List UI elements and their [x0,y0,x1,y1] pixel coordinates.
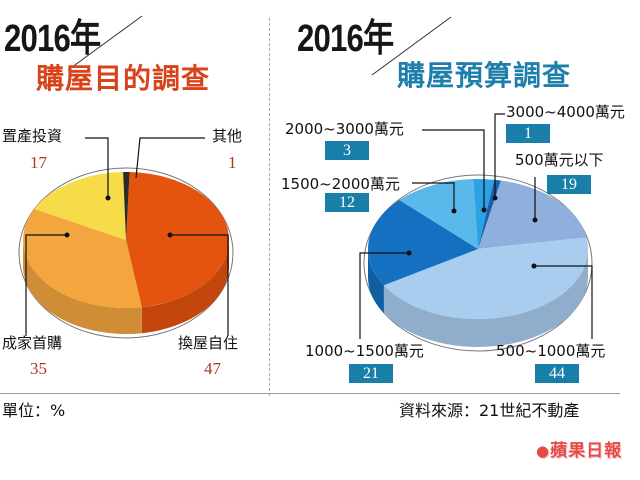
value-other: 1 [228,153,237,172]
leader-other [135,137,205,179]
dot-invest [105,195,111,201]
budget-pie-slice-0 [478,180,587,249]
leader-2000-3000 [422,129,485,210]
publisher-logo: ●蘋果日報 [536,436,622,461]
label-500-1000: 500~1000萬元 [496,342,606,360]
dot-1500-2000 [451,208,457,214]
leader-1500-2000 [412,182,455,211]
budget-pie-slice-4 [473,179,495,249]
value-first-home: 35 [30,359,47,378]
label-under-500: 500萬元以下 [515,151,604,169]
label-other: 其他 [212,127,243,145]
dot-upgrade [167,232,173,238]
leader-3000-4000 [494,113,505,198]
dot-under-500 [532,217,538,223]
value-invest: 17 [30,153,47,172]
value-2000-3000: 3 [325,141,369,160]
purpose-pie-side-1 [23,240,142,334]
leader-500-1000 [534,265,593,339]
label-invest: 置產投資 [2,127,63,145]
value-1500-2000: 12 [325,193,369,212]
budget-pie-side-2 [367,249,384,314]
dot-3000-4000 [492,195,498,201]
label-1500-2000: 1500~2000萬元 [281,175,400,193]
purpose-pie-side-0 [141,240,229,334]
label-first-home: 成家首購 [2,334,63,352]
center-divider [269,18,270,396]
left-year: 2016年 [4,18,101,60]
dot-500-1000 [531,263,537,269]
purpose-pie-slice-3 [123,172,130,240]
budget-pie-side-1 [383,249,588,347]
budget-pie-slice-1 [383,237,588,319]
purpose-pie-slice-2 [34,172,126,240]
label-3000-4000: 3000~4000萬元 [506,103,625,121]
leader-first-home [25,234,67,336]
publisher-logo-text: 蘋果日報 [550,441,623,461]
budget-pie-slice-2 [368,200,478,286]
leader-1000-1500 [359,252,409,339]
left-title-slash [67,15,143,71]
right-year: 2016年 [297,18,394,60]
purpose-pie-slice-0 [126,172,229,308]
purpose-pie-slice-1 [22,208,142,308]
apple-icon: ● [536,442,551,460]
leader-upgrade [170,234,229,336]
value-3000-4000: 1 [506,124,550,143]
dot-2000-3000 [481,207,487,213]
value-under-500: 19 [547,175,591,194]
label-1000-1500: 1000~1500萬元 [305,342,424,360]
right-title: 購屋預算調查 [397,59,572,92]
left-title: 購屋目的調查 [36,62,211,95]
leader-invest [85,137,109,198]
label-upgrade: 換屋自住 [178,334,239,352]
label-2000-3000: 2000~3000萬元 [285,120,404,138]
right-title-slash [371,16,452,76]
bottom-rule [0,393,620,394]
dot-first-home [64,232,70,238]
dot-1000-1500 [406,250,412,256]
value-500-1000: 44 [535,364,579,383]
unit-note: 單位：% [2,401,66,420]
budget-pie-slice-3 [399,179,478,249]
value-1000-1500: 21 [349,364,393,383]
source-note: 資料來源：21世紀不動產 [399,401,580,420]
value-upgrade: 47 [204,359,221,378]
